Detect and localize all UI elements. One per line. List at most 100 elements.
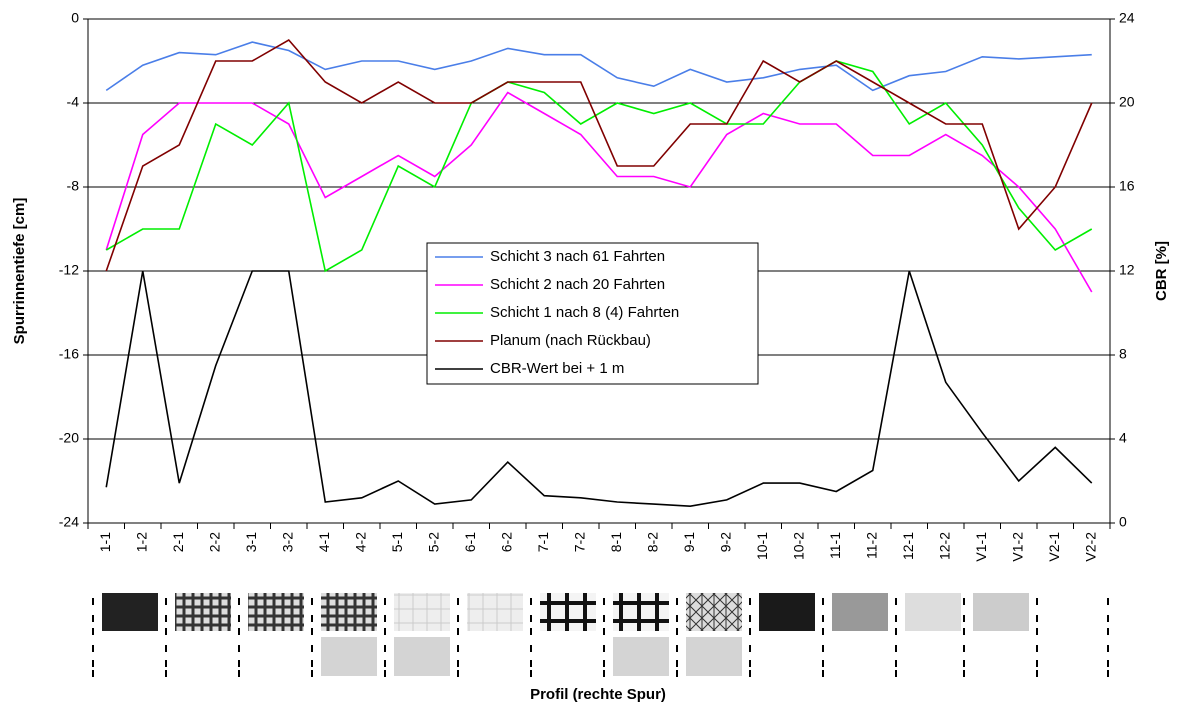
divider-dash bbox=[92, 598, 94, 605]
legend-label: Planum (nach Rückbau) bbox=[490, 332, 651, 349]
x-tick-label: 1-2 bbox=[133, 532, 149, 552]
divider-dash bbox=[1036, 615, 1038, 622]
divider-dash bbox=[895, 628, 897, 635]
x-tick-label: 11-2 bbox=[863, 532, 879, 559]
x-axis-title: Profil (rechte Spur) bbox=[530, 686, 666, 703]
y-tick-label: -12 bbox=[59, 262, 79, 278]
y-tick-label: -16 bbox=[59, 346, 79, 362]
divider-dash bbox=[1107, 670, 1109, 677]
divider-dash bbox=[895, 645, 897, 652]
divider-dash bbox=[457, 628, 459, 635]
x-tick-label: V1-2 bbox=[1009, 532, 1025, 562]
divider-dash bbox=[165, 615, 167, 622]
divider-dash bbox=[1036, 670, 1038, 677]
divider-dash bbox=[895, 598, 897, 605]
divider-dash bbox=[384, 615, 386, 622]
y2-tick-label: 12 bbox=[1119, 262, 1135, 278]
divider-dash bbox=[603, 645, 605, 652]
x-tick-label: 5-1 bbox=[389, 532, 405, 552]
divider-dash bbox=[749, 660, 751, 667]
x-tick-label: 10-1 bbox=[754, 532, 770, 560]
series-line bbox=[105, 91, 1093, 293]
divider-dash bbox=[1107, 615, 1109, 622]
divider-dash bbox=[963, 645, 965, 652]
divider-dash bbox=[384, 598, 386, 605]
divider-dash bbox=[165, 598, 167, 605]
divider-dash bbox=[749, 628, 751, 635]
divider-dash bbox=[238, 615, 240, 622]
divider-dash bbox=[457, 645, 459, 652]
divider-dash bbox=[457, 670, 459, 677]
divider-dash bbox=[1107, 645, 1109, 652]
y2-tick-label: 0 bbox=[1119, 514, 1127, 530]
divider-dash bbox=[530, 670, 532, 677]
divider-dash bbox=[603, 670, 605, 677]
x-tick-label: 6-1 bbox=[462, 532, 478, 552]
x-tick-label: V1-1 bbox=[973, 532, 989, 562]
divider-dash bbox=[749, 670, 751, 677]
series-line bbox=[105, 270, 1093, 508]
divider-dash bbox=[165, 628, 167, 635]
divider-dash bbox=[165, 645, 167, 652]
divider-dash bbox=[603, 598, 605, 605]
material-image bbox=[905, 593, 961, 631]
divider-dash bbox=[1036, 598, 1038, 605]
divider-dash bbox=[530, 615, 532, 622]
divider-dash bbox=[1107, 598, 1109, 605]
y-tick-label: -8 bbox=[67, 178, 80, 194]
divider-dash bbox=[676, 670, 678, 677]
divider-dash bbox=[676, 615, 678, 622]
material-image bbox=[832, 593, 888, 631]
x-tick-label: 4-2 bbox=[352, 532, 368, 552]
divider-dash bbox=[1107, 628, 1109, 635]
divider-dash bbox=[238, 670, 240, 677]
divider-dash bbox=[895, 660, 897, 667]
divider-dash bbox=[530, 598, 532, 605]
divider-dash bbox=[963, 598, 965, 605]
legend-label: Schicht 1 nach 8 (4) Fahrten bbox=[490, 304, 679, 321]
x-tick-label: 6-2 bbox=[498, 532, 514, 552]
material-image bbox=[686, 593, 742, 631]
divider-dash bbox=[311, 628, 313, 635]
divider-dash bbox=[676, 598, 678, 605]
divider-dash bbox=[603, 660, 605, 667]
divider-dash bbox=[676, 628, 678, 635]
legend-label: CBR-Wert bei + 1 m bbox=[490, 360, 624, 377]
divider-dash bbox=[311, 598, 313, 605]
divider-dash bbox=[822, 598, 824, 605]
divider-dash bbox=[749, 598, 751, 605]
series-line bbox=[105, 41, 1092, 92]
y2-axis-title: CBR [%] bbox=[1153, 241, 1170, 301]
x-tick-label: 12-1 bbox=[900, 532, 916, 560]
divider-dash bbox=[1036, 645, 1038, 652]
material-image bbox=[394, 637, 450, 676]
divider-dash bbox=[963, 628, 965, 635]
divider-dash bbox=[311, 645, 313, 652]
divider-dash bbox=[1107, 660, 1109, 667]
divider-dash bbox=[963, 660, 965, 667]
x-tick-label: 8-1 bbox=[608, 532, 624, 552]
y2-tick-label: 24 bbox=[1119, 10, 1135, 26]
material-image bbox=[973, 593, 1029, 631]
divider-dash bbox=[384, 670, 386, 677]
x-tick-label: 11-1 bbox=[827, 532, 843, 559]
divider-dash bbox=[238, 628, 240, 635]
y-tick-label: -4 bbox=[67, 94, 80, 110]
material-image bbox=[175, 593, 231, 631]
y-tick-label: -24 bbox=[59, 514, 79, 530]
divider-dash bbox=[92, 660, 94, 667]
legend-label: Schicht 2 nach 20 Fahrten bbox=[490, 276, 665, 293]
divider-dash bbox=[530, 645, 532, 652]
divider-dash bbox=[749, 645, 751, 652]
divider-dash bbox=[238, 660, 240, 667]
x-tick-label: 9-1 bbox=[681, 532, 697, 552]
divider-dash bbox=[311, 615, 313, 622]
material-images bbox=[92, 593, 1109, 677]
x-tick-label: 3-1 bbox=[243, 532, 259, 552]
x-tick-label: 2-1 bbox=[170, 532, 186, 552]
x-tick-label: 10-2 bbox=[790, 532, 806, 560]
divider-dash bbox=[749, 615, 751, 622]
y-tick-label: -20 bbox=[59, 430, 79, 446]
material-image bbox=[321, 593, 377, 631]
